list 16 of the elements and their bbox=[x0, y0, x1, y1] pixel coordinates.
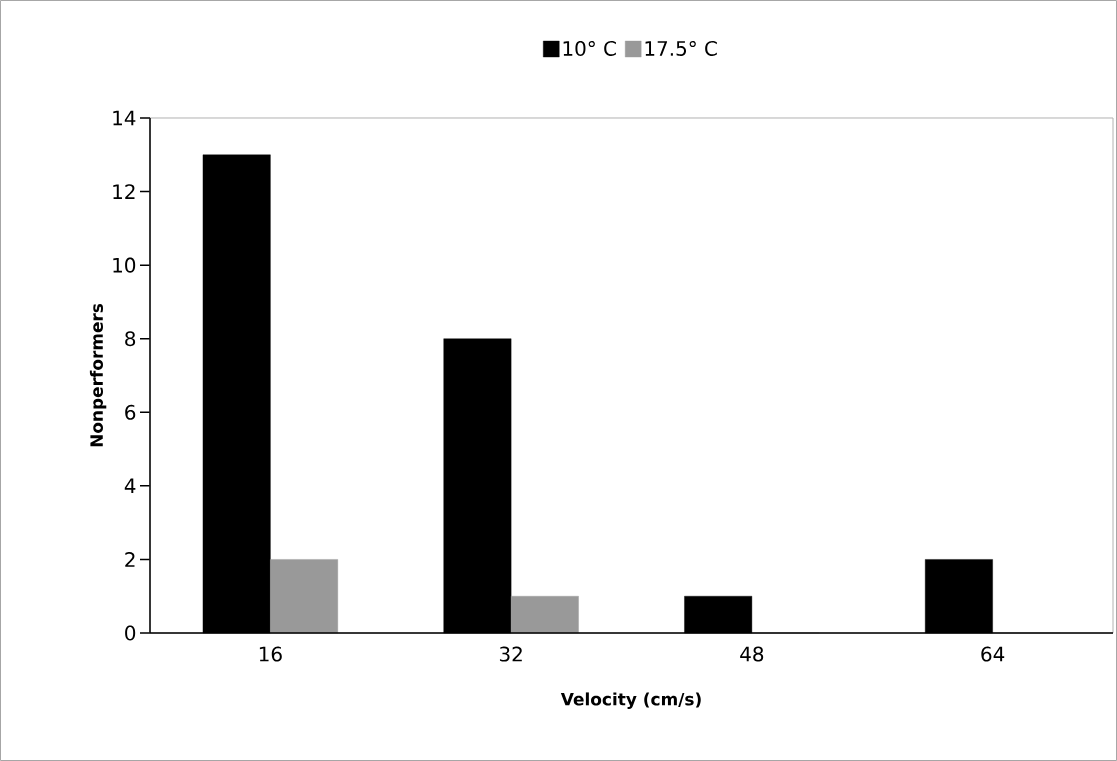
y-tick-label: 6 bbox=[125, 404, 136, 420]
legend-label: 17.5° C bbox=[645, 40, 717, 56]
y-tick-label: 4 bbox=[124, 478, 136, 494]
x-tick-label: 32 bbox=[499, 646, 522, 662]
y-tick-label: 10 bbox=[113, 257, 136, 273]
legend-label: 10° C bbox=[563, 40, 616, 56]
y-tick-label: 12 bbox=[113, 184, 135, 199]
y-tick-label: 2 bbox=[125, 552, 135, 567]
x-axis-title: Velocity (cm/s) bbox=[560, 692, 701, 709]
x-tick-label: 16 bbox=[259, 646, 282, 662]
y-tick-label: 14 bbox=[113, 110, 136, 126]
y-axis-title: Nonperformers bbox=[89, 303, 107, 447]
x-tick-label: 48 bbox=[740, 646, 764, 662]
x-tick-label: 64 bbox=[981, 646, 1005, 662]
y-tick-label: 0 bbox=[125, 625, 136, 641]
y-tick-label: 8 bbox=[125, 331, 136, 347]
